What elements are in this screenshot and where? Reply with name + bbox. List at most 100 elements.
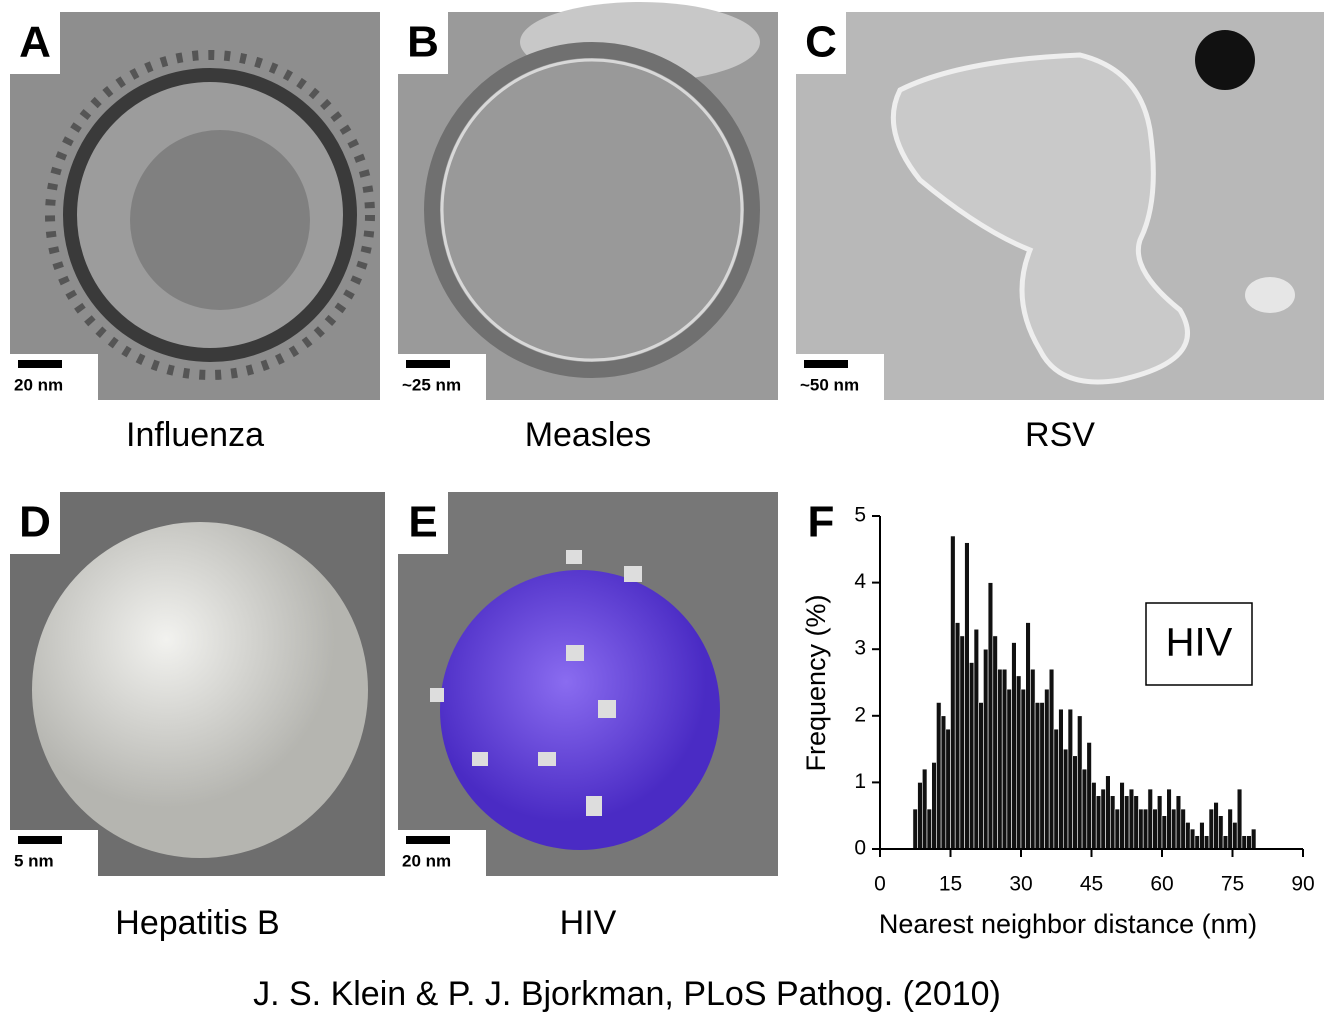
bar xyxy=(1095,795,1102,850)
bar xyxy=(1100,788,1106,850)
x-tick-label: 30 xyxy=(1009,873,1032,896)
bar xyxy=(1039,702,1045,850)
bar xyxy=(1204,835,1210,850)
bar xyxy=(1011,642,1017,850)
bar xyxy=(992,635,998,850)
panel-caption: RSV xyxy=(1025,416,1095,454)
bar xyxy=(1063,748,1069,850)
y-tick-label: 2 xyxy=(854,703,866,726)
bar xyxy=(1110,795,1116,850)
scale-label: 20 nm xyxy=(402,851,451,870)
letter-box xyxy=(10,492,60,554)
bar xyxy=(1077,715,1083,850)
bar xyxy=(1246,835,1252,850)
bar xyxy=(1161,815,1167,850)
x-tick-label: 0 xyxy=(874,873,886,896)
bar xyxy=(1199,822,1205,850)
bar xyxy=(1194,835,1200,850)
panel-letter: D xyxy=(19,498,51,547)
bar xyxy=(1171,808,1177,850)
bar xyxy=(931,762,937,850)
panel-caption: Influenza xyxy=(126,416,264,454)
annotation-box xyxy=(1145,602,1253,686)
bar xyxy=(997,668,1003,850)
bar xyxy=(1227,808,1233,850)
bar xyxy=(1086,742,1092,850)
bar xyxy=(954,622,961,850)
panel-letter: E xyxy=(408,498,437,547)
scale-bar xyxy=(406,360,450,368)
bar xyxy=(1138,808,1144,850)
letter-box xyxy=(398,492,448,554)
bar xyxy=(1091,782,1097,850)
panel-caption: HIV xyxy=(560,904,617,942)
bar xyxy=(940,715,947,850)
y-tick-label: 4 xyxy=(854,570,866,593)
bar xyxy=(1166,788,1172,850)
panel-letter: B xyxy=(407,18,439,67)
bar xyxy=(912,808,918,850)
panel-letter: A xyxy=(19,18,51,67)
x-tick-label: 60 xyxy=(1150,873,1173,896)
bar xyxy=(926,808,932,850)
bar xyxy=(1147,788,1153,850)
bar xyxy=(1152,808,1158,850)
bar xyxy=(1058,708,1064,850)
bar xyxy=(973,628,979,850)
bar xyxy=(1072,755,1078,850)
bar xyxy=(1048,668,1055,850)
bar xyxy=(1185,822,1191,850)
bar xyxy=(1213,802,1219,850)
scale-label: 20 nm xyxy=(14,375,63,394)
bar xyxy=(1222,835,1229,850)
panel-b-image xyxy=(398,2,778,400)
bar xyxy=(1020,688,1026,850)
panel-caption: Hepatitis B xyxy=(115,904,279,942)
bar xyxy=(968,662,975,850)
y-axis-label: Frequency (%) xyxy=(801,594,831,771)
scale-bar xyxy=(406,836,450,844)
bar xyxy=(1142,808,1149,850)
panel-letter: F xyxy=(808,498,835,547)
annotation: HIV xyxy=(1166,621,1233,665)
bar xyxy=(987,582,994,850)
bar xyxy=(950,535,956,850)
bar xyxy=(1001,668,1008,850)
y-tick-label: 3 xyxy=(854,637,866,660)
bar xyxy=(1208,808,1214,850)
x-tick-label: 45 xyxy=(1080,873,1103,896)
bar xyxy=(1105,775,1111,850)
bar xyxy=(1053,728,1059,850)
bar xyxy=(1067,708,1073,850)
scale-bar xyxy=(18,836,62,844)
bar xyxy=(1030,668,1036,850)
letter-box xyxy=(398,12,448,74)
scale-label: ~25 nm xyxy=(402,375,461,394)
bar xyxy=(1175,795,1182,850)
bar xyxy=(1157,795,1163,850)
scale-bar xyxy=(804,360,848,368)
bar xyxy=(936,702,942,850)
bar xyxy=(1044,688,1050,850)
bar xyxy=(959,635,965,850)
bar xyxy=(1081,768,1088,850)
bar xyxy=(1236,788,1243,850)
bar xyxy=(1189,828,1196,850)
bar xyxy=(1218,815,1224,850)
letter-box xyxy=(796,492,846,554)
bar xyxy=(983,648,989,850)
panel-c-image xyxy=(796,12,1324,400)
bar xyxy=(1251,828,1257,850)
letter-box xyxy=(796,12,846,74)
bar xyxy=(1180,808,1186,850)
citation: J. S. Klein & P. J. Bjorkman, PLoS Patho… xyxy=(253,975,1001,1013)
x-axis-label: Nearest neighbor distance (nm) xyxy=(879,909,1257,939)
panel-e-image xyxy=(398,492,778,876)
scale-label: ~50 nm xyxy=(800,375,859,394)
bar xyxy=(921,768,928,850)
y-tick-label: 1 xyxy=(854,770,866,793)
bar xyxy=(964,542,970,850)
letter-box xyxy=(10,12,60,74)
bar xyxy=(978,702,984,850)
